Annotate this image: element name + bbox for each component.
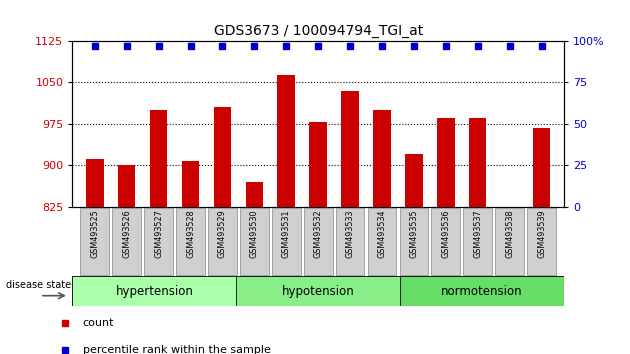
Text: GSM493528: GSM493528 [186,209,195,258]
Text: hypotension: hypotension [282,285,355,298]
Bar [118,165,135,207]
Text: hypertension: hypertension [115,285,193,298]
FancyBboxPatch shape [208,208,237,275]
FancyBboxPatch shape [236,276,400,306]
Text: GSM493533: GSM493533 [346,209,355,258]
Text: GSM493527: GSM493527 [154,209,163,258]
FancyBboxPatch shape [72,276,236,306]
FancyBboxPatch shape [400,276,564,306]
FancyBboxPatch shape [112,208,141,275]
Text: percentile rank within the sample: percentile rank within the sample [83,344,270,354]
Text: GSM493525: GSM493525 [90,209,100,258]
Title: GDS3673 / 100094794_TGI_at: GDS3673 / 100094794_TGI_at [214,24,423,38]
FancyBboxPatch shape [527,208,556,275]
FancyBboxPatch shape [399,208,428,275]
Text: GSM493536: GSM493536 [441,209,450,258]
FancyBboxPatch shape [144,208,173,275]
FancyBboxPatch shape [336,208,364,275]
Text: count: count [83,318,114,328]
Bar [373,110,391,207]
FancyBboxPatch shape [240,208,268,275]
Text: normotension: normotension [441,285,523,298]
Bar [437,118,455,207]
FancyBboxPatch shape [463,208,492,275]
FancyBboxPatch shape [368,208,396,275]
Text: GSM493532: GSM493532 [314,209,323,258]
FancyBboxPatch shape [81,208,109,275]
Text: GSM493526: GSM493526 [122,209,131,258]
Bar [277,75,295,207]
Bar [533,129,550,207]
Text: GSM493539: GSM493539 [537,209,546,258]
FancyBboxPatch shape [304,208,333,275]
Text: GSM493534: GSM493534 [377,209,386,258]
Text: GSM493535: GSM493535 [410,209,418,258]
FancyBboxPatch shape [432,208,460,275]
Text: GSM493538: GSM493538 [505,209,514,258]
Bar [214,107,231,207]
Text: GSM493531: GSM493531 [282,209,290,258]
Text: GSM493537: GSM493537 [473,209,482,258]
Text: disease state: disease state [6,280,71,290]
Text: GSM493529: GSM493529 [218,209,227,258]
Bar [405,154,423,207]
Text: GSM493530: GSM493530 [250,209,259,258]
Bar [86,159,103,207]
Bar [341,91,359,207]
Bar [181,161,199,207]
FancyBboxPatch shape [272,208,301,275]
FancyBboxPatch shape [495,208,524,275]
Bar [469,118,486,207]
Bar [246,182,263,207]
Bar [309,122,327,207]
Bar [150,110,168,207]
FancyBboxPatch shape [176,208,205,275]
